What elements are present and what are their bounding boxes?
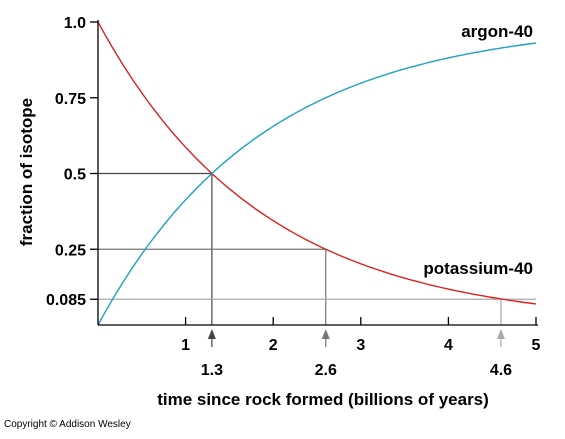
marker-arrow-2 xyxy=(496,329,505,339)
series-label-potassium-40: potassium-40 xyxy=(423,259,533,278)
x-tick-label-1: 2 xyxy=(269,337,278,354)
series-line-argon-40 xyxy=(97,42,537,326)
marker-label-2: 4.6 xyxy=(490,362,512,379)
x-tick-label-3: 4 xyxy=(444,337,453,354)
y-tick-label-2: 0.5 xyxy=(64,167,86,184)
x-axis-label: time since rock formed (billions of year… xyxy=(157,390,489,409)
marker-arrow-0 xyxy=(207,329,216,339)
copyright-notice: Copyright © Addison Wesley xyxy=(4,419,131,430)
series-line-potassium-40 xyxy=(97,21,537,305)
marker-arrow-1 xyxy=(321,329,330,339)
tick-labels: 1.0 0.75 0.5 0.25 0.085 1 2 3 4 5 xyxy=(46,15,541,354)
y-tick-label-4: 0.085 xyxy=(46,292,86,309)
x-tick-label-2: 3 xyxy=(356,337,365,354)
y-tick-label-1: 0.75 xyxy=(55,91,86,108)
series-labels: argon-40 potassium-40 xyxy=(423,22,533,278)
marker-label-0: 1.3 xyxy=(201,362,223,379)
x-tick-label-4: 5 xyxy=(532,337,541,354)
axes xyxy=(97,20,538,326)
y-tick-label-3: 0.25 xyxy=(55,242,86,259)
y-tick-label-0: 1.0 xyxy=(64,15,86,32)
y-axis-label: fraction of isotope xyxy=(17,98,36,246)
reference-lines xyxy=(98,172,536,325)
x-tick-label-0: 1 xyxy=(181,337,190,354)
half-life-markers: 1.3 2.6 4.6 xyxy=(201,329,512,379)
series-label-argon-40: argon-40 xyxy=(461,22,533,41)
marker-label-1: 2.6 xyxy=(315,362,337,379)
series-curves xyxy=(97,21,537,326)
